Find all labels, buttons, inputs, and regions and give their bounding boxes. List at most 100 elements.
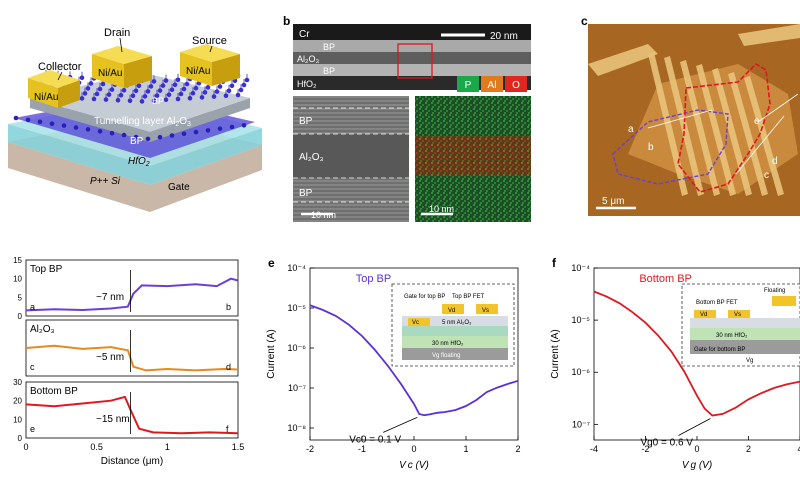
profile-xlabel: Distance (μm) xyxy=(101,456,163,467)
bp-atom xyxy=(85,127,91,132)
profile-letter-right: d xyxy=(226,362,231,372)
afm-finger xyxy=(728,72,768,196)
tem-layer-cr: Cr xyxy=(299,29,310,40)
y-tick-label: 10⁻⁶ xyxy=(288,343,307,353)
annotation-arrow xyxy=(383,417,418,433)
source-metal-label: Ni/Au xyxy=(186,66,210,77)
profile-ytick: 30 xyxy=(13,378,22,387)
top-bp-atoms xyxy=(31,69,250,104)
profile-subplot: Top BP a b ~7 nm 15 10 5 0 xyxy=(13,256,239,321)
profile-ytick: 20 xyxy=(13,397,22,406)
drain-label: Drain xyxy=(104,27,130,39)
si-label: P++ Si xyxy=(90,176,121,187)
profile-frame xyxy=(25,259,239,317)
afm-line-e xyxy=(757,93,799,123)
profile-annotation: ~7 nm xyxy=(96,292,124,303)
gate-label: Gate xyxy=(168,182,190,193)
inset-label: Vg floating xyxy=(432,353,460,359)
bp-atom xyxy=(37,119,43,125)
inset-label: 5 nm Al₂O₃ xyxy=(442,320,472,326)
zoom-label-bp1: BP xyxy=(299,116,313,127)
element-chip xyxy=(505,76,527,92)
profile-xtick: 1.5 xyxy=(232,442,245,452)
bp-atom xyxy=(205,128,211,133)
inset-label: Vd xyxy=(700,312,707,318)
zoom-label-al2o3: Al₂O₃ xyxy=(299,152,324,163)
bottom-bp-outline xyxy=(677,62,771,193)
afm-panel: a b c d e 5 μm xyxy=(588,24,800,216)
y-tick-label: 10⁻⁷ xyxy=(572,419,590,429)
x-tick-label: 0 xyxy=(411,444,416,454)
inset-label: Vs xyxy=(734,312,741,318)
afm-pad xyxy=(588,44,658,76)
afm-letter-e: e xyxy=(754,116,760,127)
y-tick-label: 10⁻⁴ xyxy=(287,263,306,273)
chart-bottom-bp: -4 -2 0 2 4 10⁻⁴ 10⁻⁵ 10⁻⁶ 10⁻⁷ V g (V) Current (A… xyxy=(546,256,800,480)
afm-scale: 5 μm xyxy=(602,196,624,207)
y-tick-label: 10⁻⁶ xyxy=(572,367,591,377)
element-chip-label: Al xyxy=(488,80,497,91)
x-tick-label: -2 xyxy=(641,444,649,454)
afm-finger xyxy=(680,60,720,196)
bp-atom xyxy=(217,126,223,131)
profile-line xyxy=(25,395,239,435)
top-bp-outline xyxy=(612,109,729,185)
hfo2-layer xyxy=(8,124,262,185)
afm-line-cd xyxy=(735,115,785,175)
annotation-arrow xyxy=(678,418,711,436)
profile-ytick: 10 xyxy=(13,415,22,424)
profile-line xyxy=(25,344,239,372)
afm-letter-d: d xyxy=(772,156,778,167)
tem-layer-bp1: BP xyxy=(323,42,335,52)
tem-zoom-box xyxy=(397,43,433,79)
profile-letter-left: c xyxy=(30,362,35,372)
inset-label: Floating xyxy=(764,288,785,294)
device-schematic-svg: Collector Drain Source Ni/Au Ni/Au Ni/Au… xyxy=(8,27,262,212)
afm-pad xyxy=(738,24,800,46)
profile-title: Bottom BP xyxy=(30,386,78,397)
inset-label: Gate for top BP xyxy=(404,294,445,300)
inset-label: Bottom BP FET xyxy=(696,300,738,306)
series-title: Top BP xyxy=(356,273,391,285)
inset-top-bp: Gate for top BP Top BP FET 5 nm Al₂O₃ 30 nm… xyxy=(391,283,515,367)
tem-layer-al2o3: Al₂O₃ xyxy=(297,54,319,64)
chart-top-bp: -2 -1 0 1 2 10⁻⁴ 10⁻⁵ 10⁻⁶ 10⁻⁷ 10⁻⁸ V c (V) Curren… xyxy=(262,256,530,480)
x-tick-label: -1 xyxy=(358,444,366,454)
al2o3-layer xyxy=(30,98,250,142)
x-tick-label: 4 xyxy=(797,444,800,454)
series-line xyxy=(593,290,800,417)
afm-letter-b: b xyxy=(648,142,654,153)
chart-e-svg: -2 -1 0 1 2 10⁻⁴ 10⁻⁵ 10⁻⁶ 10⁻⁷ 10⁻⁸ V c (V) Curren… xyxy=(266,263,521,471)
profile-ytick: 10 xyxy=(13,275,22,284)
source-label: Source xyxy=(192,35,227,47)
element-chip xyxy=(457,76,479,92)
bp-atom xyxy=(241,123,247,128)
panel-c-label: c xyxy=(581,14,588,28)
inset-label: 30 nm HfO₂ xyxy=(716,333,748,339)
bottom-bp-label: BP xyxy=(130,136,144,147)
element-chip-label: O xyxy=(512,80,520,91)
tem-layer-bp2: BP xyxy=(323,66,335,76)
tem-layer-hfo2: HfO₂ xyxy=(297,79,317,89)
y-tick-label: 10⁻⁵ xyxy=(572,315,591,325)
profile-subplot: Al₂O₃ c d ~5 nm xyxy=(25,319,239,377)
drain-electrode xyxy=(92,46,152,88)
profile-letter-left: e xyxy=(30,424,35,434)
x-tick-label: -2 xyxy=(306,444,314,454)
chart-f-svg: -4 -2 0 2 4 10⁻⁴ 10⁻⁵ 10⁻⁶ 10⁻⁷ V g (V) Current (A… xyxy=(550,263,800,471)
profile-frame xyxy=(25,381,239,439)
scale-left: 10 nm xyxy=(311,210,336,220)
bp-atom xyxy=(61,123,67,128)
x-axis-label: V g (V) xyxy=(682,460,712,471)
bp-atom xyxy=(109,130,115,136)
inset-label: Vc xyxy=(412,320,419,326)
bp-atom xyxy=(49,121,55,126)
y-tick-label: 10⁻⁵ xyxy=(288,303,307,313)
profile-ytick: 0 xyxy=(18,434,23,443)
source-electrode xyxy=(180,44,240,86)
profile-xtick: 1 xyxy=(165,442,170,452)
profile-line xyxy=(25,277,239,312)
drain-metal-label: Ni/Au xyxy=(98,68,122,79)
zoom-label-bp2: BP xyxy=(299,188,313,199)
